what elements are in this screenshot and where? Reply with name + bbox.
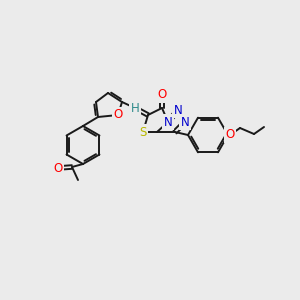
Text: S: S [139,125,147,139]
Text: N: N [181,116,189,128]
Text: O: O [113,109,123,122]
Text: O: O [225,128,235,142]
Text: H: H [130,101,140,115]
Text: O: O [53,161,63,175]
Text: N: N [164,116,172,128]
Text: N: N [174,103,182,116]
Text: O: O [158,88,166,101]
